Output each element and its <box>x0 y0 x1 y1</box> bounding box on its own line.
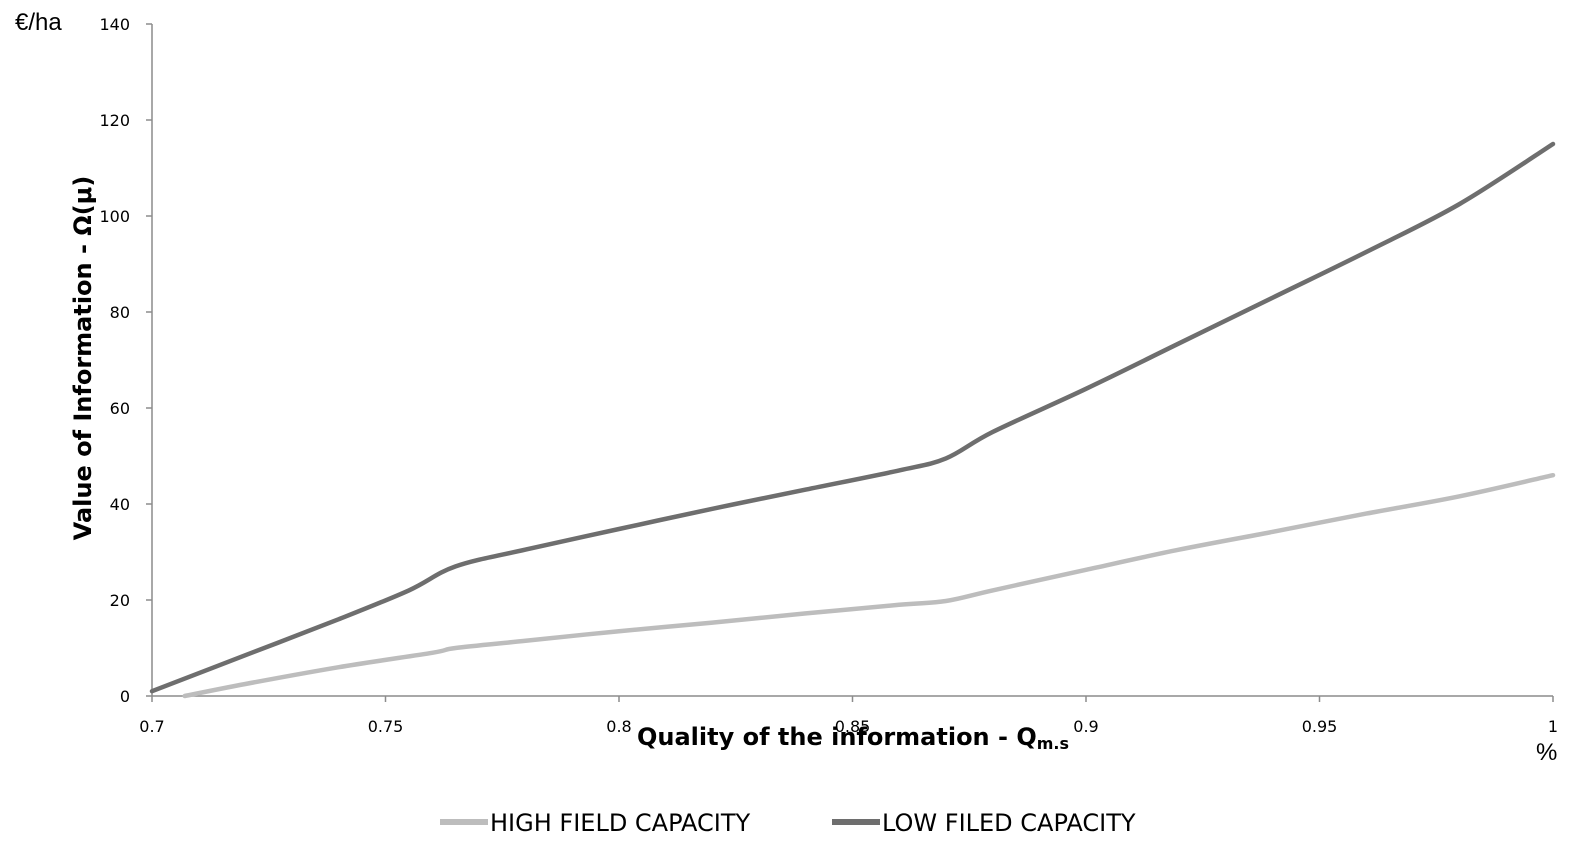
legend-label-low-filed-capacity: LOW FILED CAPACITY <box>882 809 1136 837</box>
x-tick-label: 0.85 <box>835 717 871 736</box>
y-tick-label: 140 <box>99 15 130 34</box>
legend: HIGH FIELD CAPACITY LOW FILED CAPACITY <box>440 809 1136 837</box>
y-axis-unit: €/ha <box>15 9 62 36</box>
x-tick-label: 0.9 <box>1073 717 1098 736</box>
y-tick-label: 120 <box>99 111 130 130</box>
legend-label-high-field-capacity: HIGH FIELD CAPACITY <box>490 809 751 837</box>
x-axis-title-main: Quality of the information - Q <box>637 723 1037 751</box>
x-tick-label: 0.8 <box>606 717 631 736</box>
x-axis-title-subscript: m.s <box>1037 734 1069 753</box>
tick-labels: 0 20 40 60 80 100 120 140 0.7 0.75 0.8 0.85 0.9 0.95 1 <box>99 15 1558 736</box>
series-line-low-filed-capacity <box>149 141 1556 694</box>
x-tick-label: 0.95 <box>1302 717 1338 736</box>
legend-item-low-filed-capacity: LOW FILED CAPACITY <box>832 809 1136 837</box>
y-tick-label: 80 <box>110 303 130 322</box>
x-axis-unit: % <box>1536 739 1557 766</box>
y-tick-label: 100 <box>99 207 130 226</box>
y-tick-label: 0 <box>120 687 130 706</box>
series-line-high-field-capacity <box>182 472 1556 699</box>
x-axis-title: Quality of the information - Qm.s <box>637 723 1069 753</box>
axes <box>146 23 1554 702</box>
x-tick-label: 0.75 <box>368 717 404 736</box>
y-tick-label: 40 <box>110 495 130 514</box>
series-layer <box>149 141 1556 699</box>
x-tick-label: 0.7 <box>139 717 164 736</box>
legend-item-high-field-capacity: HIGH FIELD CAPACITY <box>440 809 751 837</box>
y-axis-title: Value of Information - Ω(μ) <box>69 176 97 541</box>
y-tick-label: 20 <box>110 591 130 610</box>
y-tick-label: 60 <box>110 399 130 418</box>
x-tick-label: 1 <box>1548 717 1558 736</box>
